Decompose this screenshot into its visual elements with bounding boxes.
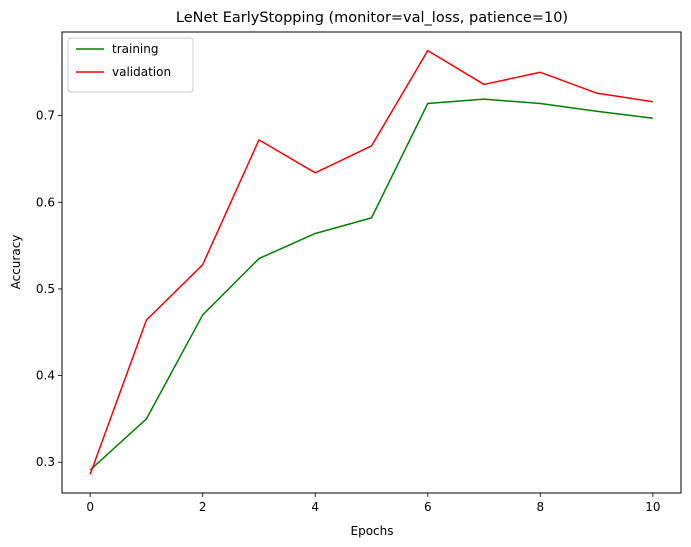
plot-lines [89,49,653,475]
plot-frame [61,31,682,494]
legend: training validation [67,37,194,93]
x-tick-label: 10 [645,500,660,514]
legend-label-training: training [112,42,159,56]
x-tick-label: 8 [536,500,544,514]
y-tick-label: 0.6 [36,195,55,209]
legend-label-validation: validation [112,65,171,79]
chart-title: LeNet EarlyStopping (monitor=val_loss, p… [176,10,568,26]
x-axis-label: Epochs [351,524,394,538]
x-tick-label: 6 [424,500,432,514]
y-axis-ticks: 0.3 0.4 0.5 0.6 0.7 [36,109,62,469]
legend-box [67,37,194,93]
y-tick-label: 0.4 [36,369,55,383]
x-tick-label: 2 [199,500,207,514]
series-line-training [89,98,653,471]
y-tick-label: 0.7 [36,109,55,123]
y-tick-label: 0.3 [36,455,55,469]
x-axis-ticks: 0 2 4 6 8 10 [86,493,661,514]
series-line-validation [89,49,653,475]
y-axis-label: Accuracy [9,235,23,290]
y-tick-label: 0.5 [36,282,55,296]
x-tick-label: 4 [311,500,319,514]
x-tick-label: 0 [86,500,94,514]
